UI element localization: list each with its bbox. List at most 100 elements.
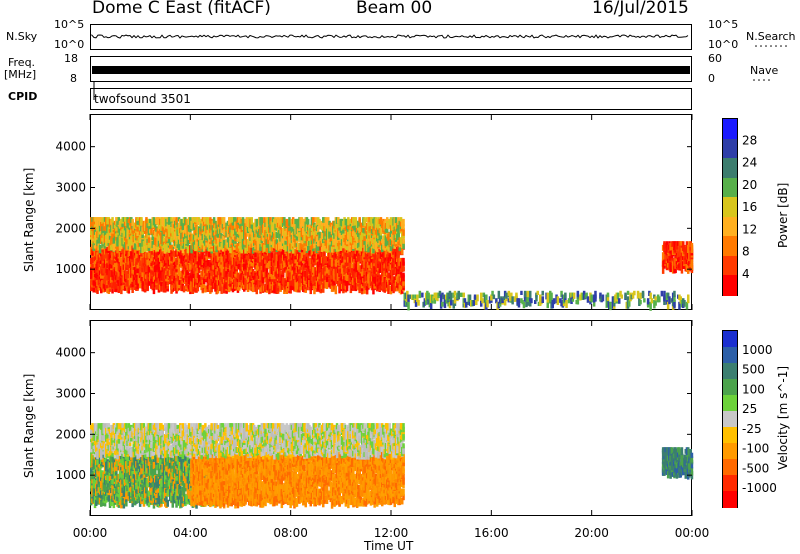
data-cell — [111, 257, 114, 266]
data-cell — [171, 235, 174, 242]
data-cell — [273, 276, 276, 284]
data-cell — [280, 241, 284, 250]
data-cell — [294, 256, 297, 264]
data-cell — [226, 274, 230, 280]
data-cell — [120, 285, 123, 295]
data-cell — [226, 265, 230, 273]
data-cell — [333, 272, 336, 281]
data-cell — [305, 269, 309, 277]
data-cell — [344, 278, 348, 286]
data-cell — [333, 231, 336, 239]
data-cell — [269, 217, 272, 225]
data-cell — [329, 267, 332, 275]
data-cell — [182, 285, 186, 293]
data-cell — [266, 272, 270, 278]
data-cell — [334, 285, 338, 295]
data-cell — [317, 274, 320, 281]
data-cell — [265, 265, 269, 274]
data-cell — [90, 267, 93, 276]
data-cell — [317, 254, 320, 260]
data-cell — [116, 272, 119, 277]
data-cell — [182, 252, 186, 261]
data-cell — [373, 281, 376, 289]
data-cell — [215, 283, 218, 292]
data-cell — [319, 256, 322, 262]
data-cell — [138, 222, 142, 231]
station-title: Dome C East (fitACF) — [92, 0, 271, 18]
data-cell — [319, 269, 322, 277]
data-cell — [166, 254, 169, 261]
data-cell — [136, 224, 139, 232]
data-cell — [327, 244, 330, 250]
data-cell — [266, 254, 270, 262]
data-cell — [370, 278, 374, 286]
data-cell — [349, 259, 353, 268]
data-cell — [118, 237, 122, 246]
data-cell — [349, 257, 353, 263]
data-cell — [256, 270, 260, 276]
data-cell — [212, 231, 216, 236]
data-cell — [255, 218, 258, 228]
data-cell — [273, 241, 276, 248]
data-cell — [118, 263, 122, 270]
data-cell — [264, 233, 267, 239]
data-cell — [152, 283, 156, 289]
data-cell — [166, 231, 169, 238]
data-cell — [95, 259, 98, 264]
data-cell — [102, 217, 105, 223]
data-cell — [322, 241, 325, 250]
data-cell — [338, 278, 341, 287]
data-cell — [212, 245, 216, 252]
data-cell — [340, 252, 344, 261]
data-cell — [313, 248, 316, 256]
data-cell — [120, 218, 123, 227]
data-cell — [234, 233, 237, 242]
data-cell — [136, 217, 139, 222]
data-cell — [95, 283, 98, 293]
data-cell — [195, 224, 198, 234]
data-cell — [146, 259, 149, 266]
data-cell — [279, 270, 282, 278]
data-cell — [192, 222, 196, 230]
data-cell — [171, 278, 174, 286]
data-cell — [335, 269, 339, 276]
data-cell — [162, 239, 166, 245]
data-cell — [352, 241, 355, 249]
data-cell — [387, 285, 390, 294]
data-cell — [100, 283, 103, 292]
data-cell — [187, 276, 191, 284]
data-cell — [354, 217, 358, 226]
data-cell — [339, 233, 343, 238]
data-cell — [275, 269, 279, 278]
data-cell — [273, 252, 276, 261]
data-cell — [174, 261, 177, 267]
data-cell — [373, 254, 376, 264]
data-cell — [95, 276, 98, 283]
nsky-panel — [90, 24, 692, 50]
data-cell — [182, 272, 186, 279]
data-cell — [283, 248, 286, 256]
data-cell — [250, 257, 253, 267]
data-cell — [118, 254, 122, 262]
data-cell — [305, 242, 309, 252]
data-cell — [324, 265, 327, 272]
data-cell — [283, 231, 286, 241]
data-cell — [315, 235, 319, 242]
data-cell — [319, 239, 322, 247]
data-cell — [329, 230, 332, 238]
data-cell — [152, 263, 156, 272]
data-cell — [108, 241, 112, 248]
data-cell — [354, 233, 358, 241]
data-cell — [165, 267, 168, 276]
data-cell — [182, 278, 186, 283]
data-cell — [338, 230, 341, 238]
data-cell — [116, 244, 119, 254]
nave-label: Nave — [750, 64, 779, 77]
data-cell — [111, 241, 114, 250]
data-cell — [275, 285, 279, 294]
data-cell — [113, 280, 117, 286]
data-cell — [300, 281, 304, 290]
data-cell — [155, 257, 158, 265]
data-cell — [349, 241, 353, 246]
data-cell — [365, 283, 369, 291]
